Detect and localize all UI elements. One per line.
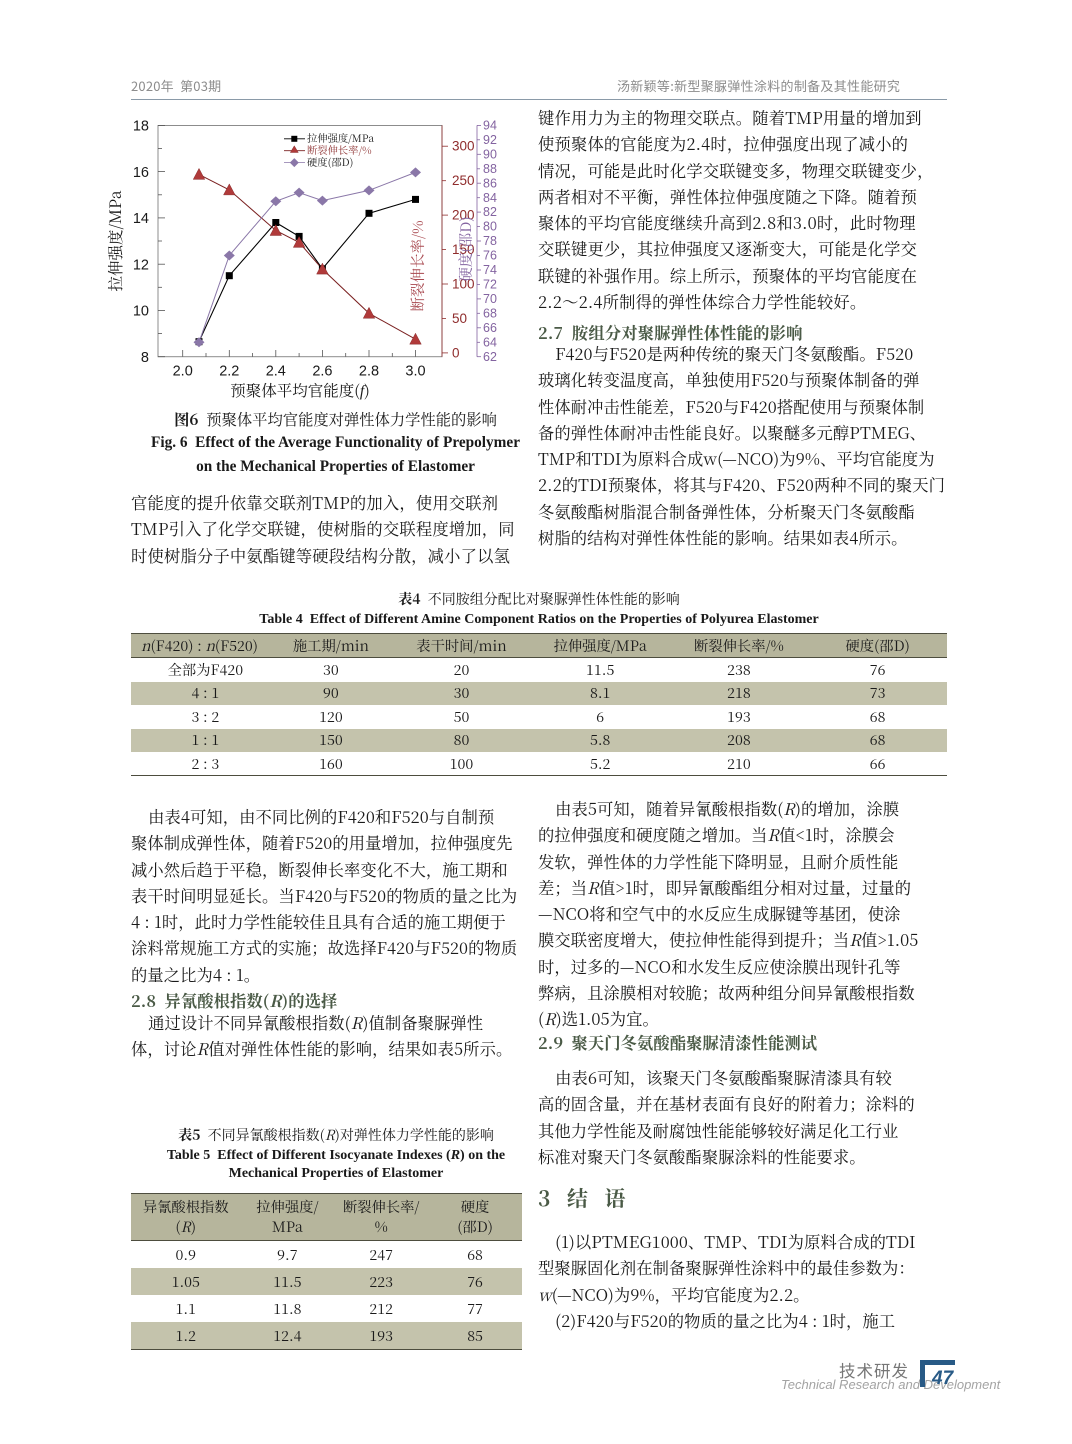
svg-text:74: 74 [483, 263, 497, 277]
svg-text:82: 82 [483, 205, 497, 219]
svg-text:12: 12 [133, 257, 149, 273]
svg-text:64: 64 [483, 335, 497, 349]
svg-text:72: 72 [483, 278, 497, 292]
svg-text:84: 84 [483, 191, 497, 205]
svg-text:2.0: 2.0 [173, 364, 193, 380]
svg-text:预聚体平均官能度(f): 预聚体平均官能度(f) [230, 379, 370, 401]
svg-text:88: 88 [483, 162, 497, 176]
svg-text:8: 8 [141, 350, 149, 366]
svg-text:50: 50 [452, 311, 467, 326]
svg-text:90: 90 [483, 147, 497, 161]
svg-text:47: 47 [931, 1368, 955, 1389]
svg-text:250: 250 [452, 173, 475, 188]
svg-text:2.2: 2.2 [219, 364, 239, 380]
svg-text:68: 68 [483, 306, 497, 320]
svg-text:66: 66 [483, 321, 497, 335]
svg-text:300: 300 [452, 139, 475, 154]
svg-text:14: 14 [133, 211, 149, 227]
svg-text:18: 18 [133, 119, 149, 135]
svg-text:78: 78 [483, 234, 497, 248]
svg-text:硬度(邵D): 硬度(邵D) [455, 216, 476, 281]
svg-text:断裂伸长率/%: 断裂伸长率/% [407, 221, 428, 312]
svg-text:3.0: 3.0 [405, 364, 425, 380]
svg-text:92: 92 [483, 133, 497, 147]
svg-text:80: 80 [483, 220, 497, 234]
svg-text:拉伸强度/MPa: 拉伸强度/MPa [104, 190, 126, 291]
svg-text:10: 10 [133, 304, 149, 320]
svg-text:硬度(邵D): 硬度(邵D) [307, 154, 353, 169]
svg-text:2.8: 2.8 [359, 364, 379, 380]
svg-text:0: 0 [452, 345, 460, 360]
svg-text:76: 76 [483, 249, 497, 263]
svg-text:94: 94 [483, 119, 497, 133]
svg-text:70: 70 [483, 292, 497, 306]
svg-text:2.6: 2.6 [312, 364, 332, 380]
svg-text:62: 62 [483, 350, 497, 364]
svg-text:2.4: 2.4 [266, 364, 286, 380]
svg-text:16: 16 [133, 165, 149, 181]
svg-text:86: 86 [483, 176, 497, 190]
